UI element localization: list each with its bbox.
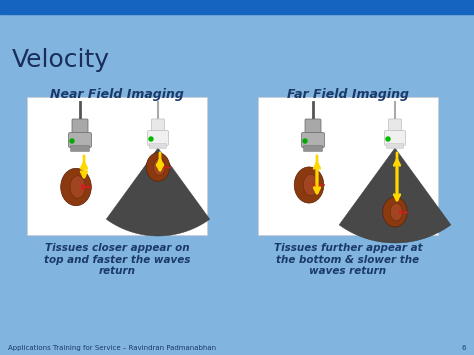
Ellipse shape bbox=[294, 167, 324, 203]
Polygon shape bbox=[106, 148, 210, 236]
Ellipse shape bbox=[154, 158, 165, 176]
Ellipse shape bbox=[303, 174, 318, 196]
Ellipse shape bbox=[61, 168, 91, 206]
Bar bbox=[0, 0, 474, 14]
Circle shape bbox=[149, 137, 153, 141]
Ellipse shape bbox=[383, 197, 407, 227]
Text: Tissues closer appear on
top and faster the waves
return: Tissues closer appear on top and faster … bbox=[44, 243, 190, 276]
FancyBboxPatch shape bbox=[303, 146, 322, 152]
FancyBboxPatch shape bbox=[389, 119, 401, 135]
Ellipse shape bbox=[146, 153, 170, 181]
FancyBboxPatch shape bbox=[152, 119, 164, 135]
Text: 6: 6 bbox=[462, 345, 466, 351]
Ellipse shape bbox=[70, 176, 85, 198]
FancyBboxPatch shape bbox=[386, 143, 403, 148]
FancyBboxPatch shape bbox=[69, 132, 91, 147]
Bar bbox=[313, 182, 318, 187]
Text: Applications Training for Service – Ravindran Padmanabhan: Applications Training for Service – Ravi… bbox=[8, 345, 216, 351]
Bar bbox=[27, 97, 207, 235]
Bar bbox=[162, 165, 165, 169]
Text: Velocity: Velocity bbox=[12, 48, 110, 72]
Circle shape bbox=[303, 139, 307, 143]
FancyBboxPatch shape bbox=[301, 132, 325, 147]
Bar bbox=[399, 210, 402, 214]
FancyBboxPatch shape bbox=[384, 131, 405, 146]
Ellipse shape bbox=[390, 203, 402, 221]
FancyBboxPatch shape bbox=[305, 119, 321, 137]
Text: Far Field Imaging: Far Field Imaging bbox=[287, 88, 409, 101]
Text: Tissues further appear at
the bottom & slower the
waves return: Tissues further appear at the bottom & s… bbox=[273, 243, 422, 276]
FancyBboxPatch shape bbox=[72, 119, 88, 137]
Bar bbox=[81, 185, 85, 190]
Polygon shape bbox=[339, 148, 451, 243]
Text: Near Field Imaging: Near Field Imaging bbox=[50, 88, 184, 101]
Bar bbox=[258, 97, 438, 235]
Circle shape bbox=[386, 137, 390, 141]
Circle shape bbox=[70, 139, 74, 143]
FancyBboxPatch shape bbox=[149, 143, 166, 148]
FancyBboxPatch shape bbox=[71, 146, 90, 152]
FancyBboxPatch shape bbox=[147, 131, 168, 146]
